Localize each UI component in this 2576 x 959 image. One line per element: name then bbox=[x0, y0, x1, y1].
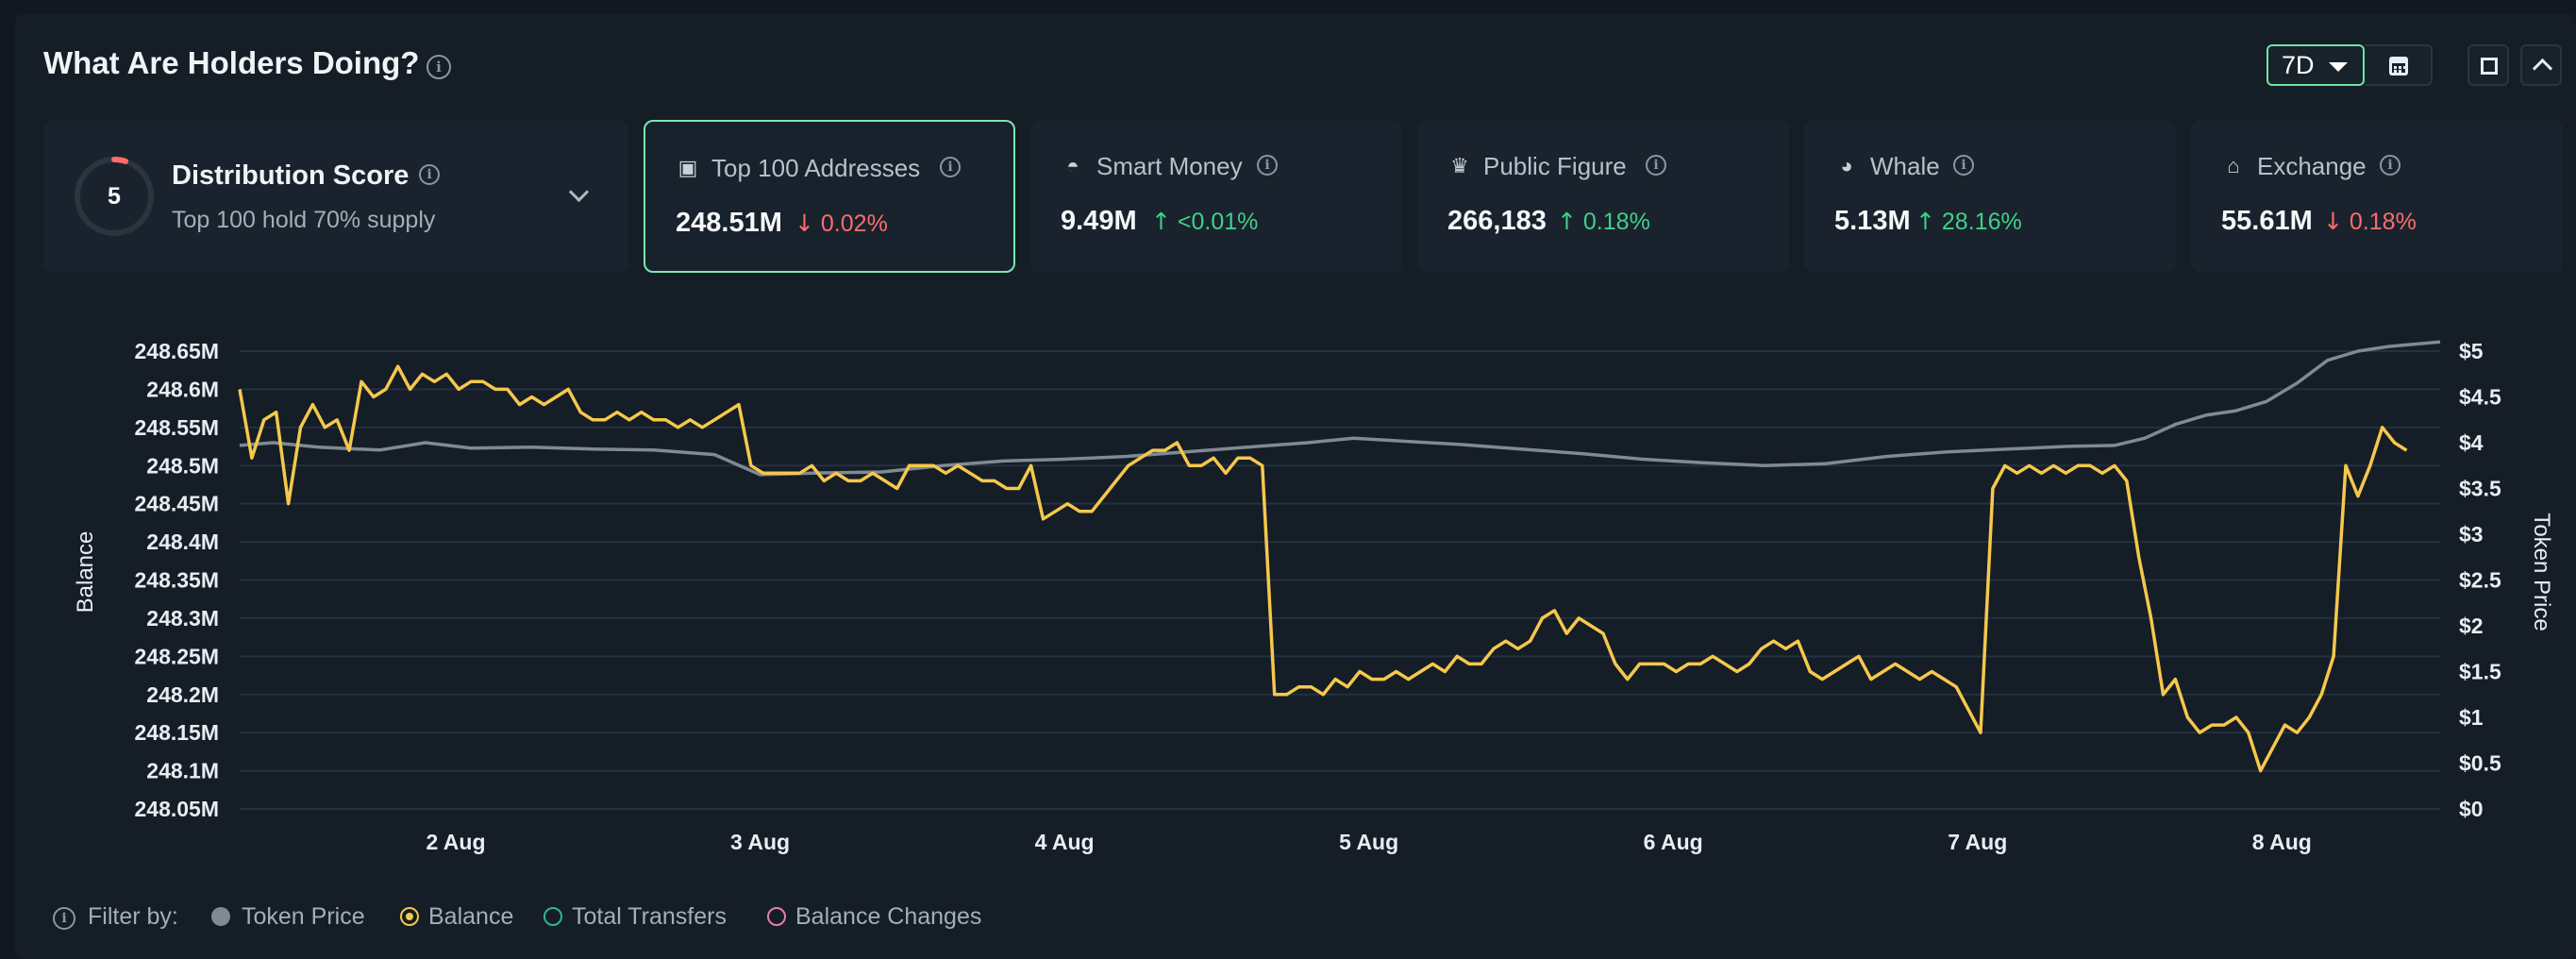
x-tick-label: 4 Aug bbox=[1035, 830, 1095, 854]
card-public-figure[interactable]: ♛ Public Figure i 266,183 ↑ 0.18% bbox=[1417, 120, 1789, 273]
y-left-tick-label: 248.1M bbox=[146, 759, 219, 783]
filter-token-price[interactable]: Token Price bbox=[242, 903, 365, 930]
period-value: 7D bbox=[2282, 51, 2315, 79]
collapse-button[interactable] bbox=[2520, 44, 2562, 86]
info-icon[interactable]: i bbox=[1953, 155, 1974, 176]
x-tick-label: 2 Aug bbox=[426, 830, 485, 854]
distribution-info-icon[interactable]: i bbox=[419, 164, 440, 185]
wallet-icon: ▣ bbox=[677, 156, 698, 179]
arrow-up-icon: ↑ bbox=[1915, 208, 1935, 235]
filter-label: Filter by: bbox=[88, 903, 178, 930]
card-change: ↑ <0.01% bbox=[1151, 208, 1259, 235]
smart-money-icon: ◓ bbox=[1066, 154, 1079, 177]
y-axis-right-title: Token Price bbox=[2529, 513, 2554, 631]
arrow-down-icon: ↓ bbox=[2323, 208, 2343, 235]
y-right-tick-label: $0.5 bbox=[2459, 751, 2501, 776]
total-transfers-radio-icon[interactable] bbox=[544, 907, 562, 926]
y-left-tick-label: 248.3M bbox=[146, 606, 219, 631]
y-left-tick-label: 248.4M bbox=[146, 530, 219, 554]
y-right-tick-label: $3.5 bbox=[2459, 477, 2501, 501]
calendar-icon bbox=[2389, 57, 2408, 76]
y-left-tick-label: 248.45M bbox=[134, 492, 219, 516]
card-label: Exchange bbox=[2257, 152, 2367, 180]
arrow-down-icon: ↓ bbox=[795, 210, 814, 237]
token-price-series-line bbox=[239, 340, 2441, 477]
card-label: Whale bbox=[1870, 152, 1940, 180]
title-info-icon[interactable]: i bbox=[427, 55, 451, 79]
card-value: 5.13M bbox=[1834, 206, 1911, 236]
card-top-100-addresses[interactable]: ▣ Top 100 Addresses i 248.51M ↓ 0.02% bbox=[644, 120, 1015, 273]
x-tick-label: 5 Aug bbox=[1339, 830, 1398, 854]
y-left-tick-label: 248.35M bbox=[134, 568, 219, 593]
caret-down-icon bbox=[2329, 62, 2348, 72]
whale-icon: ◕ bbox=[1840, 154, 1853, 177]
y-right-tick-label: $4 bbox=[2459, 430, 2484, 455]
arrow-up-icon: ↑ bbox=[1557, 208, 1577, 235]
card-value: 248.51M bbox=[676, 208, 782, 238]
y-right-tick-label: $4.5 bbox=[2459, 385, 2501, 410]
card-change: ↑ 0.18% bbox=[1557, 208, 1650, 235]
y-right-tick-label: $0 bbox=[2459, 797, 2484, 821]
y-right-tick-label: $5 bbox=[2459, 339, 2484, 363]
card-exchange[interactable]: ⌂ Exchange i 55.61M ↓ 0.18% bbox=[2191, 120, 2563, 273]
fullscreen-button[interactable] bbox=[2467, 44, 2509, 86]
x-tick-label: 6 Aug bbox=[1644, 830, 1703, 854]
filter-balance-changes[interactable]: Balance Changes bbox=[795, 903, 982, 930]
y-right-tick-label: $2 bbox=[2459, 614, 2484, 638]
info-icon[interactable]: i bbox=[1646, 155, 1666, 176]
distribution-score-subtitle: Top 100 hold 70% supply bbox=[172, 207, 436, 233]
public-figure-icon: ♛ bbox=[1450, 154, 1469, 177]
card-change: ↓ 0.18% bbox=[2323, 208, 2417, 235]
balance-radio-icon[interactable] bbox=[400, 907, 419, 926]
distribution-score-card[interactable] bbox=[43, 120, 628, 273]
info-icon[interactable]: i bbox=[2380, 155, 2400, 176]
card-value: 9.49M bbox=[1061, 206, 1137, 236]
arrow-up-icon: ↑ bbox=[1151, 208, 1171, 235]
card-smart-money[interactable]: ◓ Smart Money i 9.49M ↑ <0.01% bbox=[1030, 120, 1402, 273]
expand-icon bbox=[2481, 58, 2498, 75]
filter-total-transfers[interactable]: Total Transfers bbox=[572, 903, 727, 930]
y-left-tick-label: 248.6M bbox=[146, 377, 219, 401]
y-left-tick-label: 248.65M bbox=[134, 339, 219, 363]
x-tick-label: 3 Aug bbox=[730, 830, 790, 854]
y-left-tick-label: 248.55M bbox=[134, 415, 219, 440]
card-label: Top 100 Addresses bbox=[711, 154, 921, 182]
balance-changes-radio-icon[interactable] bbox=[767, 907, 786, 926]
y-right-tick-label: $2.5 bbox=[2459, 568, 2501, 593]
bank-icon: ⌂ bbox=[2227, 154, 2240, 177]
distribution-score-value: 5 bbox=[108, 183, 121, 210]
distribution-score-title: Distribution Score bbox=[172, 160, 410, 191]
y-left-tick-label: 248.25M bbox=[134, 644, 219, 668]
y-left-tick-label: 248.5M bbox=[146, 453, 219, 478]
period-select[interactable]: 7D bbox=[2267, 44, 2365, 86]
y-left-tick-label: 248.05M bbox=[134, 797, 219, 821]
distribution-score-ring bbox=[75, 157, 154, 236]
y-right-tick-label: $1 bbox=[2459, 705, 2484, 730]
info-icon[interactable]: i bbox=[1257, 155, 1278, 176]
card-label: Public Figure bbox=[1483, 152, 1627, 180]
calendar-button[interactable] bbox=[2365, 44, 2433, 86]
x-tick-label: 7 Aug bbox=[1948, 830, 2007, 854]
page-title: What Are Holders Doing? bbox=[43, 45, 420, 80]
card-value: 55.61M bbox=[2221, 206, 2313, 236]
card-whale[interactable]: ◕ Whale i 5.13M ↑ 28.16% bbox=[1804, 120, 2176, 273]
y-axis-left-title: Balance bbox=[73, 531, 98, 614]
card-change: ↑ 28.16% bbox=[1915, 208, 2022, 235]
card-change: ↓ 0.02% bbox=[795, 210, 888, 237]
filter-balance[interactable]: Balance bbox=[428, 903, 514, 930]
y-left-tick-label: 248.15M bbox=[134, 720, 219, 745]
info-icon[interactable]: i bbox=[940, 157, 961, 177]
card-label: Smart Money bbox=[1096, 152, 1243, 180]
token-price-dot-icon[interactable] bbox=[211, 907, 230, 926]
y-left-tick-label: 248.2M bbox=[146, 682, 219, 707]
filter-info-icon[interactable]: i bbox=[53, 907, 75, 930]
x-tick-label: 8 Aug bbox=[2252, 830, 2312, 854]
y-right-tick-label: $3 bbox=[2459, 522, 2484, 547]
card-value: 266,183 bbox=[1447, 206, 1547, 236]
balance-series-line bbox=[238, 364, 2408, 773]
y-right-tick-label: $1.5 bbox=[2459, 660, 2501, 684]
